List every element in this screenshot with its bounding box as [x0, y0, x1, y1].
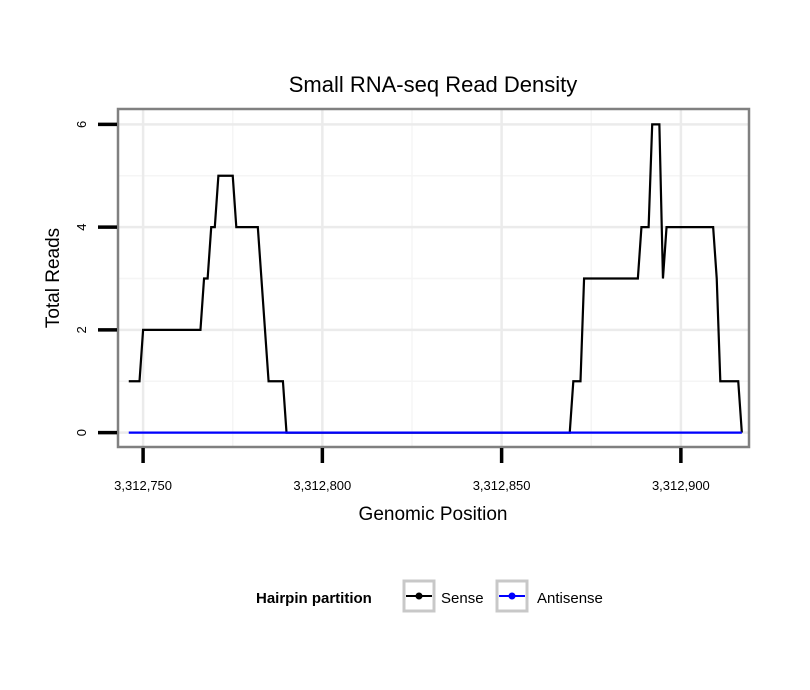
series-layer	[128, 123, 743, 434]
x-tick-label: 3,312,800	[293, 478, 351, 493]
x-tick-label: 3,312,750	[114, 478, 172, 493]
x-axis-ticks: 3,312,750 3,312,800 3,312,850 3,312,900	[114, 448, 710, 493]
y-tick-label: 2	[74, 326, 89, 333]
y-tick-label: 4	[74, 224, 89, 231]
y-tick-label: 6	[74, 121, 89, 128]
plot-border	[116, 107, 751, 449]
legend-item-antisense: Antisense	[495, 579, 603, 613]
legend-label-antisense: Antisense	[537, 590, 603, 607]
legend-title: Hairpin partition	[256, 590, 372, 607]
legend-key-antisense	[495, 579, 529, 613]
x-tick-label: 3,312,850	[473, 478, 531, 493]
x-axis-title: Genomic Position	[359, 504, 508, 525]
y-axis-title: Total Reads	[43, 228, 64, 328]
y-tick-label: 0	[74, 429, 89, 436]
x-tick-label: 3,312,900	[652, 478, 710, 493]
y-axis-ticks: 0 2 4 6	[74, 121, 117, 436]
legend: Hairpin partition Sense Antisense	[256, 579, 603, 613]
legend-item-sense: Sense	[402, 579, 484, 613]
legend-label-sense: Sense	[441, 590, 484, 607]
legend-point-sense	[415, 592, 423, 600]
chart-title: Small RNA-seq Read Density	[289, 72, 578, 97]
legend-point-antisense	[508, 592, 516, 600]
